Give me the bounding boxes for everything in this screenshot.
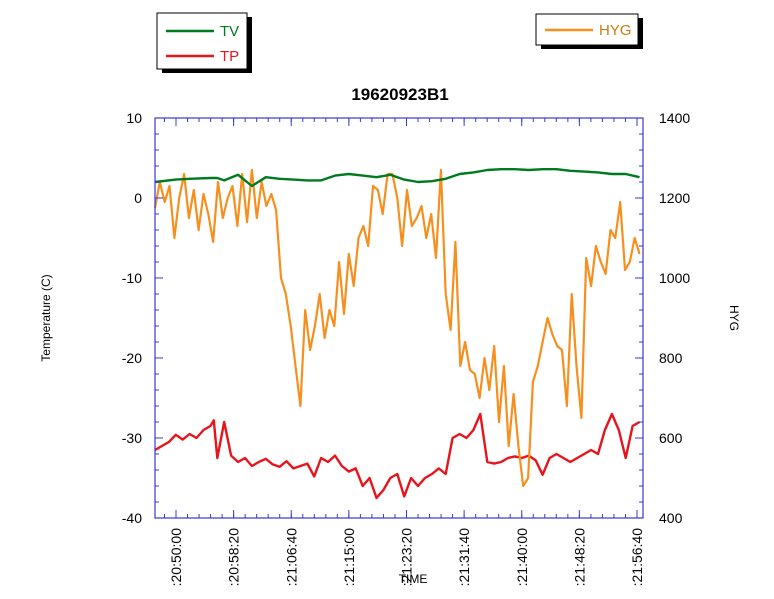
x-tick-label: :21:40:00 — [514, 528, 530, 587]
series-hyg-line — [153, 168, 641, 488]
x-tick-label: :21:56:40 — [629, 528, 645, 587]
series-tv-line — [154, 167, 640, 188]
y-axis-right-title: HYG — [727, 305, 741, 331]
y-right-tick-label: 1200 — [659, 190, 690, 206]
plot-frame — [154, 117, 644, 519]
legend-tp-label: TP — [220, 48, 239, 65]
y-left-tick-label: 10 — [126, 110, 142, 126]
legend-left: TV TP — [156, 12, 252, 73]
y-right-tick-label: 400 — [659, 510, 683, 526]
legend-hyg-label: HYG — [599, 22, 632, 39]
y-right-tick-label: 600 — [659, 430, 683, 446]
y-left-tick-label: -30 — [122, 430, 142, 446]
chart-title: 19620923B1 — [351, 85, 448, 104]
x-tick-label: :21:15:00 — [341, 528, 357, 587]
y-left-tick-label: 0 — [134, 190, 142, 206]
x-axis-title: TIME — [399, 572, 428, 586]
x-tick-label: :21:31:40 — [456, 528, 472, 587]
legend-right: HYG — [535, 13, 643, 49]
tick-layer: 10 0 -10 -20 -30 -40 1400 1200 1000 800 600 400 :20:… — [122, 110, 691, 586]
x-tick-label: :21:48:20 — [571, 528, 587, 587]
y-right-tick-label: 1000 — [659, 270, 690, 286]
x-tick-label: :20:50:00 — [168, 528, 184, 587]
y-right-tick-label: 1400 — [659, 110, 690, 126]
y-left-tick-label: -20 — [122, 350, 142, 366]
y-left-tick-label: -10 — [122, 270, 142, 286]
x-tick-label: :21:06:40 — [283, 528, 299, 587]
x-tick-label: :20:58:20 — [226, 528, 242, 587]
series-tp-line — [154, 412, 641, 500]
y-axis-left-title: Temperature (C) — [39, 274, 53, 361]
legend-tv-label: TV — [220, 23, 239, 40]
y-right-tick-label: 800 — [659, 350, 683, 366]
legend-left-box — [156, 12, 248, 70]
series-layer — [153, 167, 641, 500]
y-left-tick-label: -40 — [122, 510, 142, 526]
x-tick-label: :21:23:20 — [399, 528, 415, 587]
